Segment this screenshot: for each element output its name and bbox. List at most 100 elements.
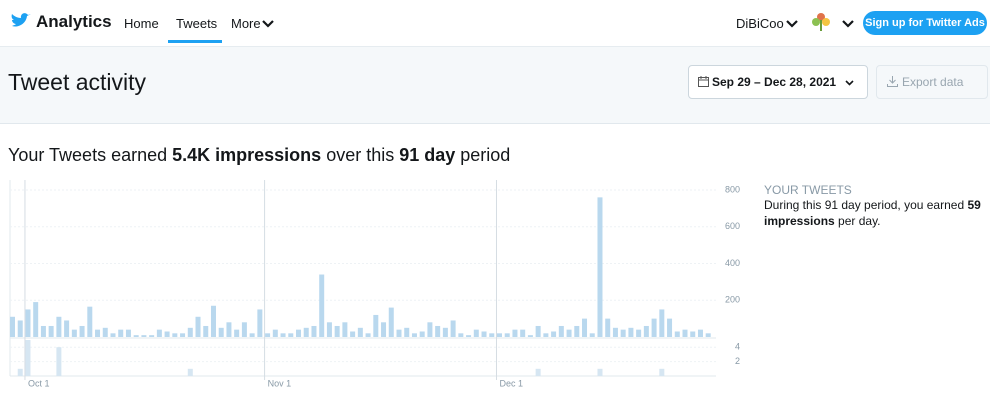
bar: [482, 331, 487, 337]
y-tick-label: 400: [725, 258, 740, 268]
nav-home[interactable]: Home: [124, 16, 159, 31]
bar: [644, 326, 649, 337]
bar: [582, 319, 587, 337]
summary-text: Your Tweets earned: [8, 145, 172, 165]
bar: [412, 333, 417, 337]
bar: [536, 369, 541, 376]
sidebar-text: During this 91 day period, you earned 59…: [764, 197, 986, 229]
bar: [683, 330, 688, 337]
y-tick-label: 800: [725, 184, 740, 194]
sidebar-part: per day.: [835, 214, 881, 228]
bar: [652, 319, 657, 337]
bar: [458, 333, 463, 337]
bar: [242, 322, 247, 337]
bar: [188, 369, 193, 376]
twitter-logo: [10, 12, 34, 32]
summary: Your Tweets earned 5.4K impressions over…: [8, 145, 510, 166]
bar: [420, 331, 425, 337]
bar: [605, 319, 610, 337]
bar: [172, 333, 177, 337]
bar: [41, 326, 46, 337]
bar: [10, 317, 15, 337]
bar: [690, 331, 695, 337]
bar: [25, 309, 30, 337]
bar: [389, 308, 394, 337]
bar: [56, 347, 61, 376]
bar: [234, 330, 239, 337]
top-bar: Analytics Home Tweets More DiBiCoo Sign …: [0, 0, 990, 47]
page-title: Tweet activity: [8, 69, 146, 96]
bar: [451, 320, 456, 337]
bar: [273, 330, 278, 337]
chevron: [845, 80, 854, 86]
calendar-icon: [698, 76, 709, 87]
brand[interactable]: Analytics: [36, 12, 112, 32]
nav-tweets[interactable]: Tweets: [176, 16, 217, 31]
bar: [126, 330, 131, 337]
bar: [551, 331, 556, 337]
bar: [188, 328, 193, 337]
chevron: [262, 20, 274, 28]
x-tick-label: Oct 1: [28, 378, 50, 388]
bar: [319, 275, 324, 337]
bar: [528, 335, 533, 337]
bar: [520, 330, 525, 337]
bar: [288, 333, 293, 337]
bar: [103, 328, 108, 337]
bar: [706, 333, 711, 337]
sidebar-value: 59: [967, 198, 980, 212]
bar: [404, 328, 409, 337]
bar: [49, 326, 54, 337]
sidebar-unit: impressions: [764, 214, 835, 228]
bar: [358, 328, 363, 337]
nav-more[interactable]: More: [231, 16, 261, 31]
bar: [512, 330, 517, 337]
bar: [196, 317, 201, 337]
bar: [397, 330, 402, 337]
bar: [18, 320, 23, 337]
summary-days: 91 day: [399, 145, 455, 165]
bar: [219, 328, 224, 337]
bar: [597, 197, 602, 337]
chevron: [842, 20, 854, 28]
download-icon: [887, 76, 898, 87]
ads-button[interactable]: Sign up for Twitter Ads: [863, 11, 987, 35]
account[interactable]: DiBiCoo: [736, 16, 784, 31]
bar: [64, 320, 69, 337]
bar: [33, 302, 38, 337]
bar: [381, 322, 386, 337]
bar: [118, 330, 123, 337]
bar: [211, 306, 216, 337]
bar: [72, 330, 77, 337]
bar: [474, 330, 479, 337]
summary-impressions: 5.4K impressions: [172, 145, 321, 165]
bar: [95, 330, 100, 337]
bar: [250, 333, 255, 337]
bar: [590, 333, 595, 337]
y-tick-label: 4: [735, 342, 740, 352]
bar: [628, 328, 633, 337]
bar: [574, 326, 579, 337]
bar: [180, 333, 185, 337]
bar: [110, 333, 115, 337]
summary-text: period: [455, 145, 510, 165]
bar: [466, 335, 471, 337]
bar: [311, 326, 316, 337]
bar: [505, 333, 510, 337]
date-button[interactable]: Sep 29 – Dec 28, 2021: [688, 65, 868, 99]
sidebar-part: During this 91 day period, you earned: [764, 198, 967, 212]
chevron: [786, 20, 798, 28]
bar: [597, 369, 602, 376]
bar: [613, 328, 618, 337]
y-tick-label: 200: [725, 295, 740, 305]
summary-text: over this: [321, 145, 399, 165]
bar: [165, 331, 170, 337]
sidebar-heading: YOUR TWEETS: [764, 183, 852, 197]
y-tick-label: 600: [725, 221, 740, 231]
bar: [18, 369, 23, 376]
bar: [265, 333, 270, 337]
export-button[interactable]: Export data: [876, 65, 988, 99]
avatar[interactable]: [810, 10, 832, 32]
bar: [80, 326, 85, 337]
